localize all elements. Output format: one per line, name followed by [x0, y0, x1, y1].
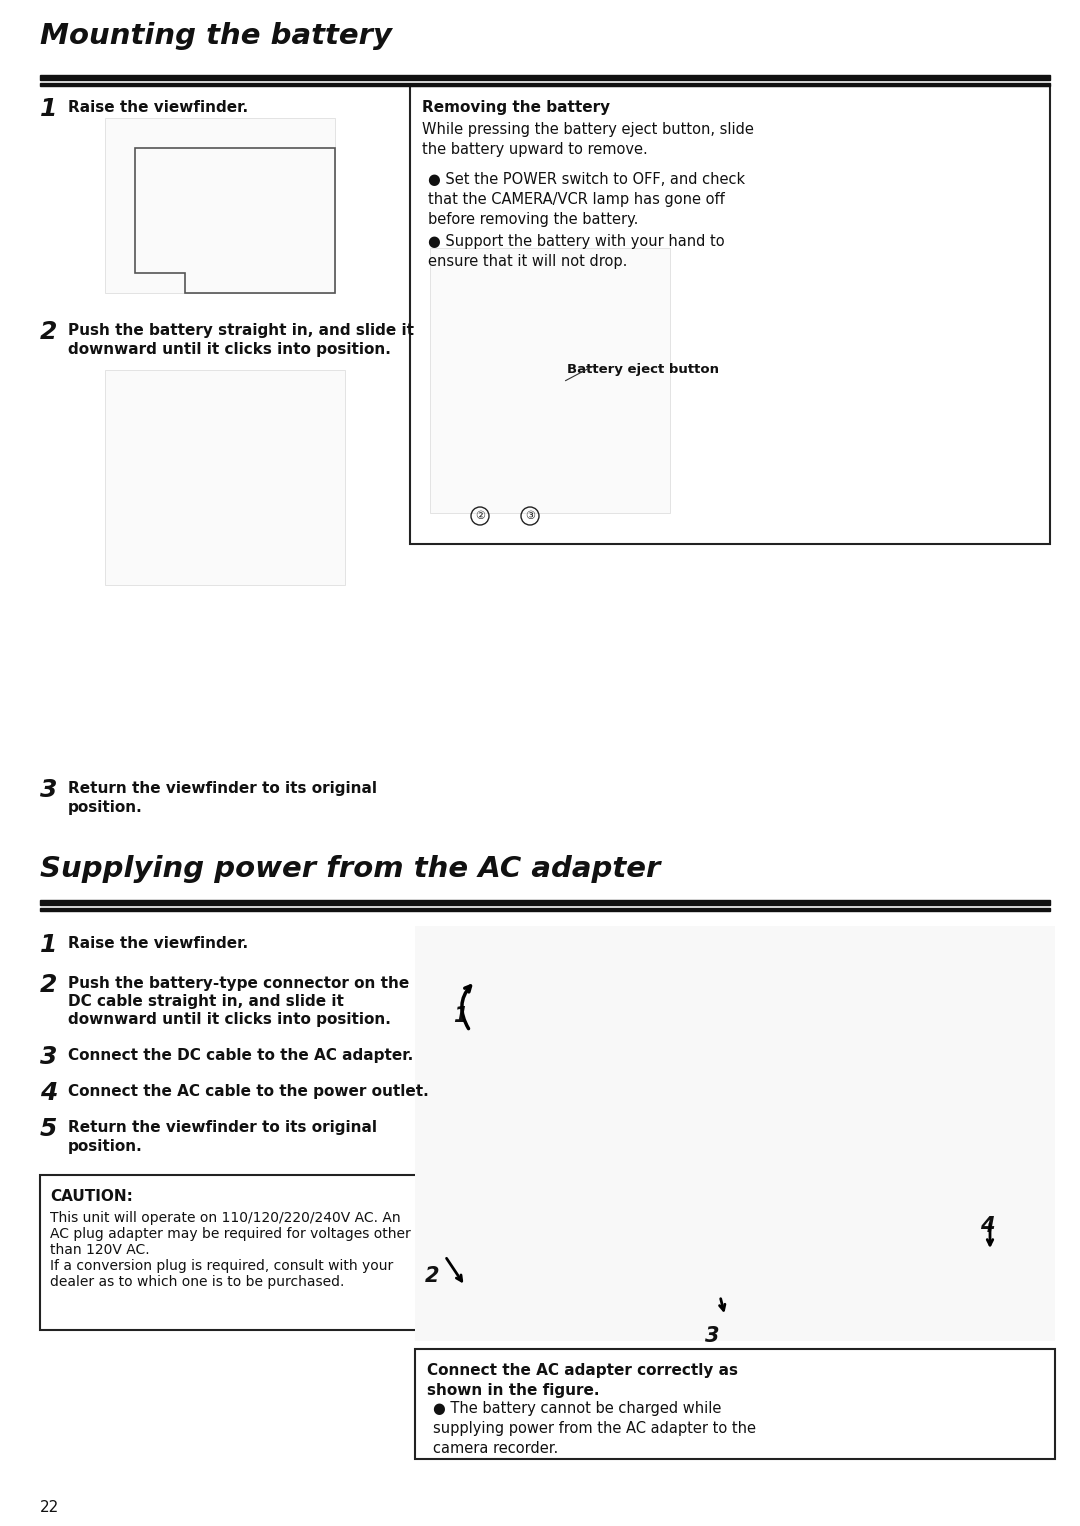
Bar: [40, 908, 1050, 911]
Bar: [40, 82, 1050, 85]
Bar: [430, 249, 670, 513]
Bar: [40, 900, 1050, 905]
Text: Supplying power from the AC adapter: Supplying power from the AC adapter: [40, 855, 660, 884]
Text: This unit will operate on 110/120/220/240V AC. An: This unit will operate on 110/120/220/24…: [50, 1212, 401, 1225]
Text: 3: 3: [40, 778, 57, 803]
Bar: [415, 1349, 1055, 1459]
Text: Removing the battery: Removing the battery: [422, 101, 610, 114]
Text: 22: 22: [40, 1500, 59, 1515]
Bar: [40, 1175, 420, 1331]
Text: Push the battery-type connector on the: Push the battery-type connector on the: [68, 977, 409, 990]
Text: DC cable straight in, and slide it: DC cable straight in, and slide it: [68, 993, 343, 1009]
Text: ● Set the POWER switch to OFF, and check
that the CAMERA/VCR lamp has gone off
b: ● Set the POWER switch to OFF, and check…: [428, 172, 745, 226]
Bar: [105, 369, 345, 584]
Text: 5: 5: [40, 1117, 57, 1141]
Text: Connect the AC cable to the power outlet.: Connect the AC cable to the power outlet…: [68, 1083, 429, 1099]
Text: 3: 3: [705, 1326, 719, 1346]
Text: than 120V AC.: than 120V AC.: [50, 1244, 150, 1257]
Text: ● The battery cannot be charged while
supplying power from the AC adapter to the: ● The battery cannot be charged while su…: [433, 1401, 756, 1456]
Text: 4: 4: [40, 1080, 57, 1105]
Text: Return the viewfinder to its original
position.: Return the viewfinder to its original po…: [68, 781, 377, 815]
Text: downward until it clicks into position.: downward until it clicks into position.: [68, 1012, 391, 1027]
Text: ● Support the battery with your hand to
ensure that it will not drop.: ● Support the battery with your hand to …: [428, 233, 725, 269]
Text: 3: 3: [40, 1045, 57, 1070]
Text: dealer as to which one is to be purchased.: dealer as to which one is to be purchase…: [50, 1276, 345, 1289]
Text: CAUTION:: CAUTION:: [50, 1189, 133, 1204]
Bar: [410, 85, 1050, 543]
Text: ③: ③: [525, 511, 535, 520]
Text: Push the battery straight in, and slide it
downward until it clicks into positio: Push the battery straight in, and slide …: [68, 324, 414, 357]
Text: Raise the viewfinder.: Raise the viewfinder.: [68, 101, 248, 114]
Text: 1: 1: [453, 1006, 468, 1025]
Text: Mounting the battery: Mounting the battery: [40, 21, 392, 50]
Bar: [105, 118, 335, 293]
Text: 2: 2: [40, 974, 57, 996]
Text: 1: 1: [40, 98, 57, 121]
Text: ②: ②: [475, 511, 485, 520]
Bar: [40, 75, 1050, 79]
Text: Connect the AC adapter correctly as
shown in the figure.: Connect the AC adapter correctly as show…: [427, 1363, 738, 1398]
Text: Connect the DC cable to the AC adapter.: Connect the DC cable to the AC adapter.: [68, 1048, 414, 1064]
Text: If a conversion plug is required, consult with your: If a conversion plug is required, consul…: [50, 1259, 393, 1273]
Text: 1: 1: [40, 932, 57, 957]
Text: 4: 4: [980, 1216, 995, 1236]
Text: AC plug adapter may be required for voltages other: AC plug adapter may be required for volt…: [50, 1227, 410, 1241]
Text: While pressing the battery eject button, slide
the battery upward to remove.: While pressing the battery eject button,…: [422, 122, 754, 157]
Text: Return the viewfinder to its original
position.: Return the viewfinder to its original po…: [68, 1120, 377, 1154]
Bar: [415, 926, 1055, 1341]
Text: Raise the viewfinder.: Raise the viewfinder.: [68, 935, 248, 951]
Text: Battery eject button: Battery eject button: [567, 363, 719, 375]
Text: 2: 2: [426, 1267, 440, 1286]
Text: 2: 2: [40, 320, 57, 343]
